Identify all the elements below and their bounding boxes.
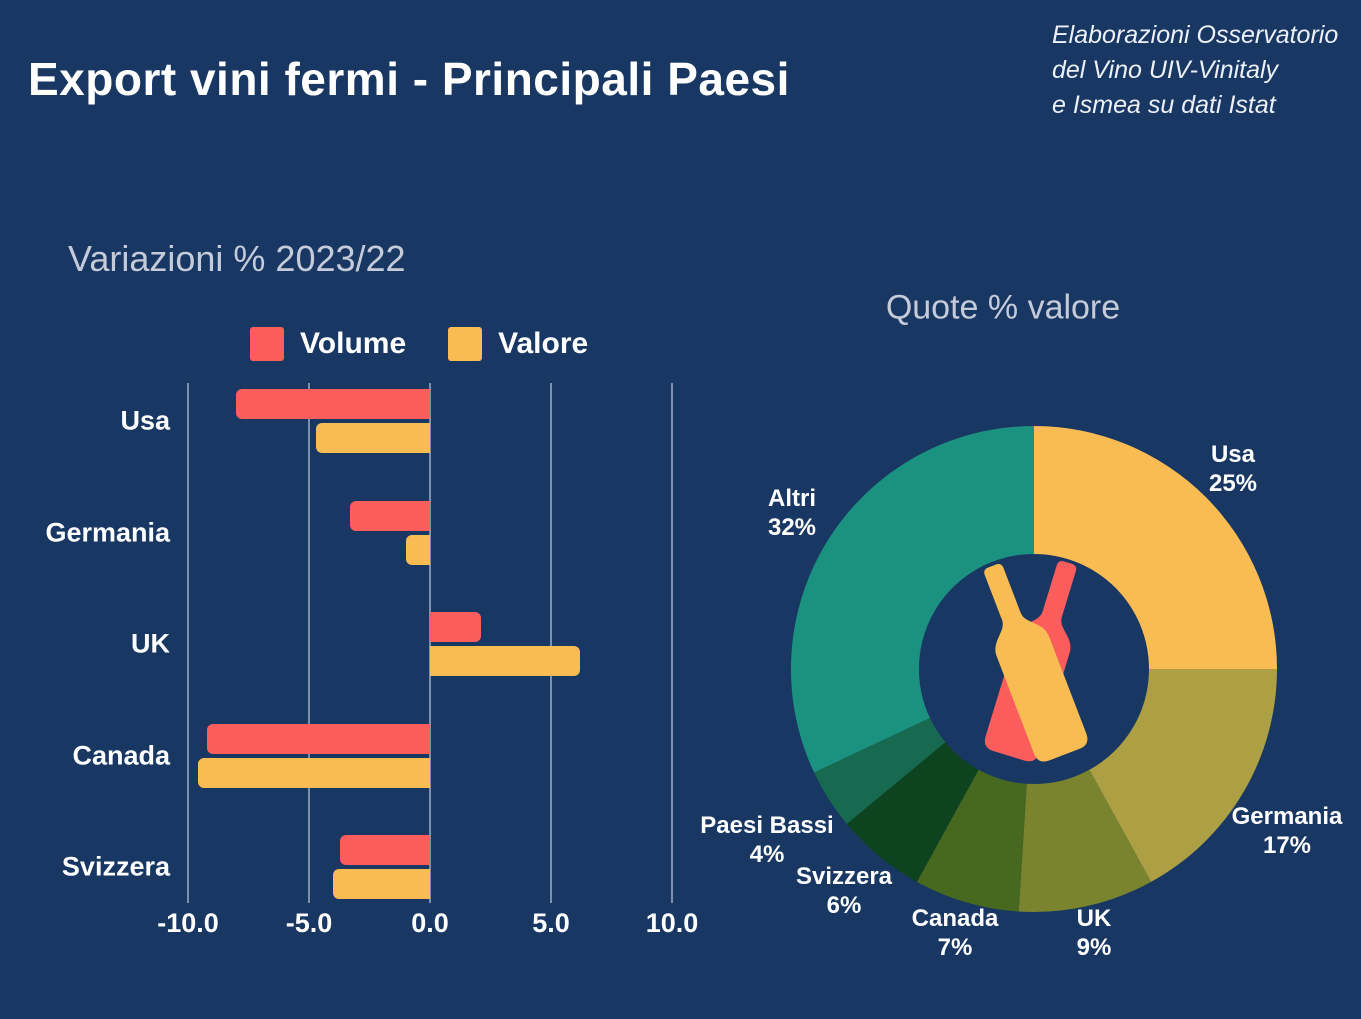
donut-label-usa: Usa 25% [1209, 440, 1257, 498]
donut-slice-germania [1089, 669, 1277, 882]
donut-slice-svizzera [846, 742, 979, 882]
donut-label-name: Germania [1231, 803, 1343, 830]
bar-gridline [308, 383, 310, 903]
bar-category-label-canada: Canada [72, 740, 170, 770]
donut-label-paesi-bassi: Paesi Bassi 4% [700, 811, 833, 869]
donut-label-pct: 6% [826, 892, 862, 919]
bar-chart-legend: Volume Valore [250, 327, 588, 361]
donut-chart-title: Quote % valore [885, 288, 1121, 327]
bar-usa-volume [236, 389, 430, 419]
bar-category-label-usa: Usa [120, 405, 170, 436]
x-tick-label: 10.0 [645, 908, 699, 938]
bar-category-label-uk: UK [131, 628, 170, 659]
donut-label-name: UK [1076, 905, 1112, 932]
donut-label-altri: Altri 32% [768, 484, 816, 542]
donut-label-pct: 25% [1208, 470, 1258, 497]
legend-item-volume: Volume [250, 327, 406, 361]
donut-label-germania: Germania 17% [1232, 802, 1343, 860]
attribution-line: Elaborazioni Osservatorio [1052, 21, 1339, 49]
bar-svizzera-volume [340, 835, 430, 865]
donut-label-svizzera: Svizzera 6% [796, 862, 892, 920]
bar-germania-volume [350, 500, 430, 531]
x-tick-label: 0.0 [411, 908, 449, 938]
legend-swatch-valore-icon [448, 327, 483, 361]
donut-label-pct: 7% [937, 934, 973, 961]
bar-gridline [550, 383, 552, 903]
x-tick-label: 5.0 [532, 908, 570, 938]
legend-label-volume: Volume [300, 327, 407, 360]
bar-gridline [187, 383, 189, 903]
legend-swatch-volume-icon [250, 327, 284, 361]
donut-slice-paesi-bassi [814, 718, 946, 824]
bar-canada-volume [207, 723, 430, 754]
donut-slice-altri [790, 425, 1034, 773]
bar-gridline [671, 383, 673, 903]
legend-label-valore: Valore [498, 327, 589, 360]
donut-label-uk: UK 9% [1077, 904, 1112, 962]
attribution-line: e Ismea su dati Istat [1052, 91, 1276, 119]
legend-item-valore: Valore [448, 327, 588, 361]
x-tick-label: -5.0 [285, 908, 333, 938]
donut-label-name: Altri [767, 485, 816, 512]
donut-label-canada: Canada 7% [912, 904, 999, 962]
bar-usa-valore [316, 423, 430, 453]
bar-canada-valore [197, 757, 430, 788]
donut-label-pct: 9% [1076, 934, 1112, 961]
attribution: Elaborazioni Osservatorio del Vino UIV-V… [1052, 18, 1352, 123]
donut-slice-canada [916, 769, 1027, 912]
x-tick-label: -10.0 [157, 908, 219, 938]
page-title: Export vini fermi - Principali Paesi [28, 53, 790, 105]
bar-category-label-germania: Germania [45, 517, 170, 547]
donut-label-pct: 4% [749, 841, 785, 868]
donut-slice-usa [1034, 426, 1277, 669]
bar-uk-volume [430, 612, 481, 642]
donut-label-pct: 17% [1262, 832, 1312, 859]
donut-label-name: Svizzera [795, 863, 893, 890]
bar-uk-valore [430, 646, 581, 676]
wine-bottle-front-icon [984, 564, 1088, 762]
bar-svizzera-valore [333, 869, 430, 899]
donut-label-name: Canada [911, 905, 999, 932]
donut-label-pct: 32% [767, 514, 817, 541]
bar-germania-valore [405, 534, 430, 565]
donut-label-name: Usa [1210, 441, 1256, 468]
donut-label-name: Paesi Bassi [700, 812, 834, 839]
attribution-line: del Vino UIV-Vinitaly [1052, 56, 1279, 84]
bar-category-label-svizzera: Svizzera [61, 851, 170, 882]
bar-chart-title: Variazioni % 2023/22 [68, 238, 406, 279]
bar-gridline [429, 383, 431, 903]
donut-slice-uk [1018, 769, 1152, 912]
